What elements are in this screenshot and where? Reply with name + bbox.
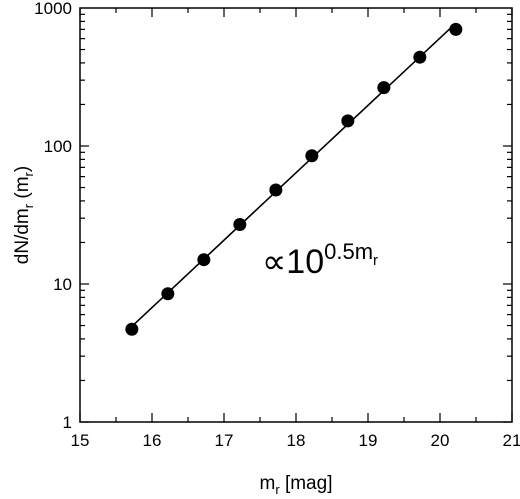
x-tick-label: 16 [143, 431, 162, 450]
y-tick-label: 1 [63, 413, 72, 432]
proportionality-annotation: ∝100.5mr [262, 239, 378, 281]
data-point [269, 183, 283, 197]
plot-frame [79, 7, 513, 423]
y-tick-label: 100 [44, 137, 72, 156]
y-axis-label: dN/dmr (mr) [12, 166, 36, 264]
data-point [233, 217, 247, 231]
x-tick-labels: 15 16 17 18 19 20 21 [71, 431, 520, 450]
data-point [305, 149, 319, 163]
data-point [125, 322, 139, 336]
x-tick-label: 17 [215, 431, 234, 450]
y-tick-label: 10 [53, 275, 72, 294]
data-point [413, 50, 427, 64]
data-point [161, 287, 175, 301]
data-point [377, 81, 391, 95]
y-tick-label: 1000 [34, 0, 72, 18]
x-tick-label: 20 [431, 431, 450, 450]
data-point [197, 253, 211, 267]
x-tick-label: 15 [71, 431, 90, 450]
axis-ticks [79, 8, 513, 423]
data-point [341, 114, 355, 128]
y-tick-labels: 1 10 100 1000 [34, 0, 72, 432]
x-tick-label: 19 [359, 431, 378, 450]
data-point [449, 22, 463, 36]
x-tick-label: 18 [287, 431, 306, 450]
fit-line [131, 22, 457, 328]
data-points [125, 22, 463, 336]
x-tick-label: 21 [503, 431, 520, 450]
x-axis-label: mr [mag] [260, 473, 333, 497]
